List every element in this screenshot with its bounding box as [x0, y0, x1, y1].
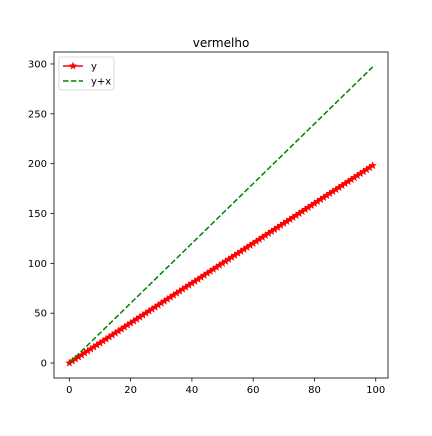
y-tick-label: 150: [28, 209, 47, 220]
legend: y y+x: [58, 56, 115, 91]
series-layer: [64, 66, 378, 367]
plot-frame: [53, 51, 389, 379]
x-tick-label: 0: [66, 385, 72, 396]
x-tick-label: 20: [124, 385, 137, 396]
y-tick-label: 250: [28, 109, 47, 120]
legend-items: y y+x: [63, 61, 111, 88]
y-tick-label: 200: [28, 159, 47, 170]
chart-title: vermelho: [193, 36, 250, 50]
legend-label: y+x: [91, 77, 111, 88]
legend-label: y: [91, 62, 97, 73]
legend-marker: [68, 61, 78, 70]
data-point: [368, 161, 378, 170]
x-tick-label: 100: [366, 385, 385, 396]
x-tick-label: 40: [186, 385, 199, 396]
x-tick-label: 80: [308, 385, 321, 396]
y-axis-ticks: 0 50 100 150 200 250 300: [28, 59, 54, 370]
y-tick-label: 300: [28, 59, 47, 70]
y-tick-label: 100: [28, 259, 47, 270]
x-tick-label: 60: [247, 385, 260, 396]
x-axis-ticks: 0 20 40 60 80 100: [66, 378, 385, 396]
y-tick-label: 50: [34, 309, 47, 320]
y-tick-label: 0: [41, 359, 47, 370]
